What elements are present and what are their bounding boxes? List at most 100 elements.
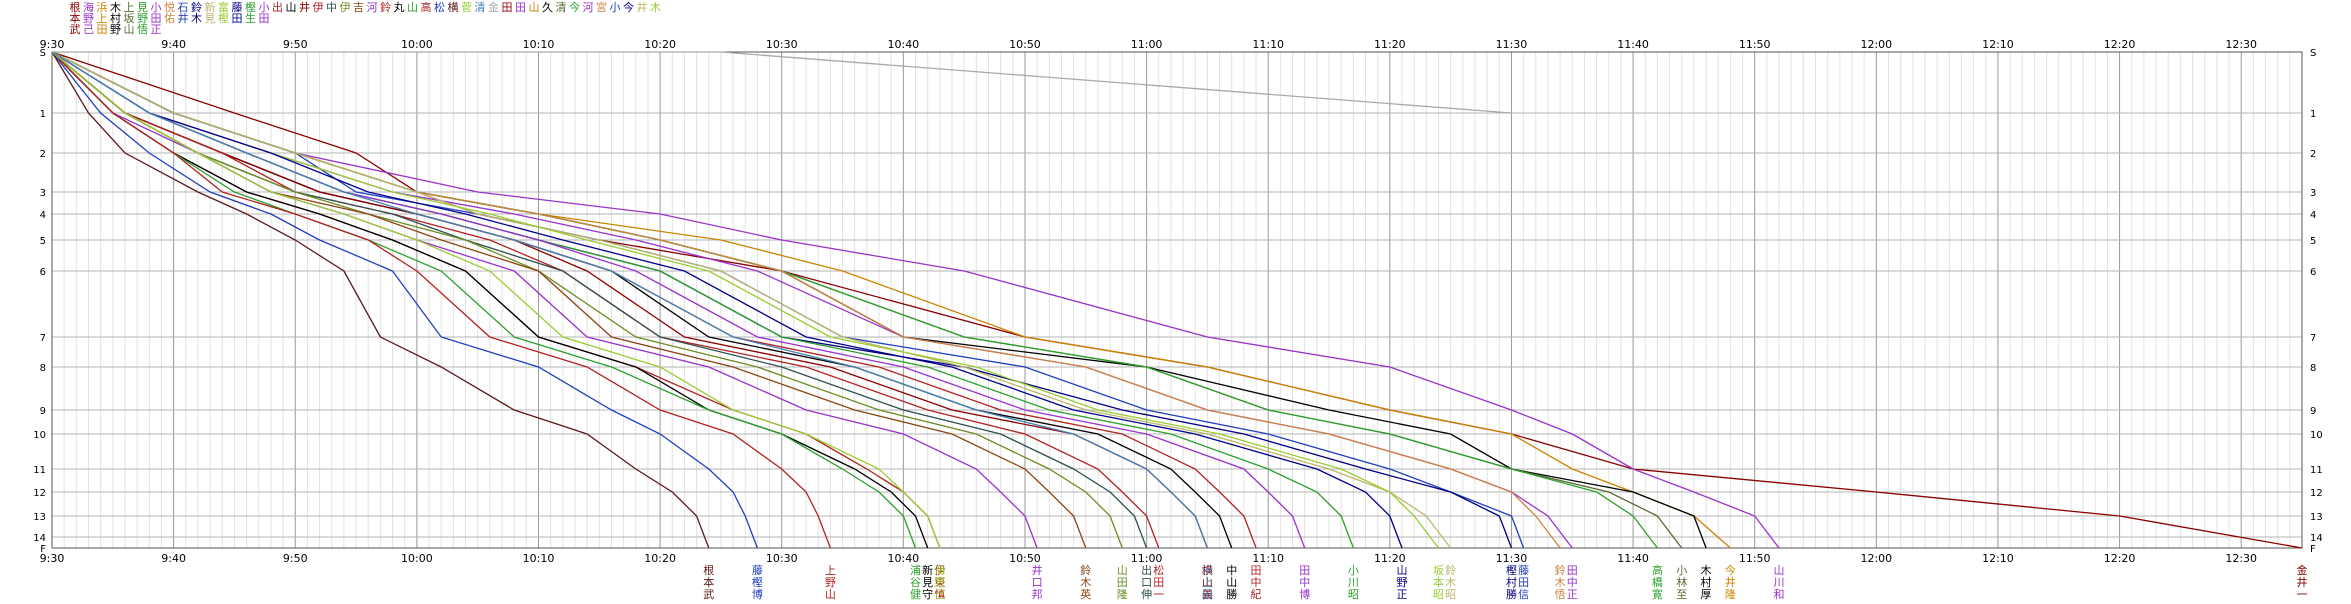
runner-name-label: 武 [703, 588, 714, 600]
top-name-label: 横 [448, 0, 459, 14]
runner-name-label: 本 [703, 575, 714, 589]
top-name-label: 本 [70, 11, 81, 25]
runner-name-label: 木 [1555, 576, 1566, 589]
top-name-label: 生 [245, 11, 256, 25]
top-name-label: 悟 [137, 22, 148, 36]
checkpoint-label-right: 1 [2310, 109, 2316, 120]
runner-name-label: 至 [1676, 588, 1687, 600]
top-name-label: 藤 [232, 1, 243, 14]
series-line-16 [51, 51, 1233, 549]
checkpoint-label-left: 14 [33, 533, 46, 544]
series-line-25 [51, 51, 917, 549]
top-name-label: 浜 [97, 1, 108, 14]
x-tick-top: 10:20 [644, 38, 676, 51]
checkpoint-label-left: 2 [40, 149, 46, 160]
runner-name-label: 木 [1445, 576, 1456, 589]
runner-name-label: 隆 [1725, 587, 1736, 600]
runner-name-label: 村 [1701, 575, 1712, 589]
series-line-26 [51, 51, 832, 549]
top-name-label: 己 [83, 23, 94, 36]
top-name-label: 見 [137, 1, 148, 14]
runner-name-label: 本 [1433, 575, 1444, 589]
top-name-label: 伊 [340, 1, 351, 14]
checkpoint-label-left: 5 [40, 236, 46, 247]
checkpoint-label-left: 8 [40, 363, 46, 374]
runner-name-label: 海 [934, 563, 945, 577]
runner-name-label: 口 [1032, 576, 1043, 589]
x-tick-top: 9:40 [161, 38, 186, 51]
top-name-label: 小 [151, 1, 162, 14]
runner-name-label: 口 [1141, 576, 1152, 589]
runner-name-label: 厚 [1701, 588, 1712, 600]
runner-name-label: 樫 [1506, 563, 1517, 577]
runner-name-label: 中 [1226, 564, 1237, 577]
runner-name-label: 博 [752, 588, 763, 600]
runner-name-label: 野 [1397, 576, 1408, 589]
runner-name-label: 山 [1202, 576, 1213, 589]
top-name-label: 金 [488, 0, 499, 14]
x-tick-top: 10:40 [887, 38, 919, 51]
top-name-label: 今 [569, 0, 580, 14]
grid [51, 51, 2303, 549]
top-name-label: 鈴 [380, 0, 391, 14]
x-tick-bottom: 12:20 [2104, 552, 2136, 565]
top-name-label: 野 [137, 12, 148, 25]
runner-name-label: 山 [825, 588, 836, 600]
runner-name-label: 田 [1202, 588, 1213, 600]
checkpoint-label-right: 8 [2310, 363, 2316, 374]
x-tick-bottom: 12:10 [1982, 552, 2014, 565]
top-name-label: 清 [475, 1, 486, 14]
checkpoint-label-left: F [40, 544, 46, 555]
runner-name-label: 山 [1774, 564, 1785, 577]
runner-name-label: 山 [1117, 564, 1128, 577]
runner-name-label: 山 [1397, 564, 1408, 577]
runner-name-label: 野 [825, 576, 836, 589]
runner-name-label: 鈴 [1445, 563, 1456, 577]
x-tick-top: 11:10 [1252, 38, 1284, 51]
runner-name-label: 藤 [752, 564, 763, 577]
runner-name-label: 昭 [1445, 588, 1456, 600]
runner-name-label: 川 [1774, 576, 1785, 589]
checkpoint-label-left: 3 [40, 188, 46, 199]
top-name-label: 上 [124, 1, 135, 14]
checkpoint-label-left: 12 [33, 488, 46, 499]
x-tick-top: 12:20 [2104, 38, 2136, 51]
checkpoint-label-left: S [40, 48, 46, 59]
runner-name-label: 井 [2297, 575, 2308, 589]
runner-name-label: 田 [1251, 564, 1262, 577]
runner-name-label: 鈴 [1080, 563, 1091, 577]
checkpoint-label-right: 7 [2310, 333, 2316, 344]
series-line-13 [51, 51, 1355, 549]
series-line-6 [51, 51, 1573, 549]
x-tick-bottom: 11:30 [1496, 552, 1528, 565]
runner-name-label: 悟 [1555, 587, 1566, 600]
top-name-label: 正 [151, 23, 162, 36]
runner-name-label: 慎 [934, 587, 945, 600]
top-name-label: 野 [83, 12, 94, 25]
top-name-label: 武 [70, 23, 81, 36]
runner-name-label: 伸 [1141, 588, 1152, 600]
x-tick-bottom: 11:40 [1617, 552, 1649, 565]
series-line-21 [51, 51, 1087, 549]
x-tick-top: 9:50 [283, 38, 308, 51]
top-name-label: 田 [151, 12, 162, 25]
runner-name-label: 昭 [1433, 588, 1444, 600]
top-name-label: 樫 [245, 0, 256, 14]
runner-name-label: 田 [1153, 576, 1164, 589]
top-name-label: 村 [110, 11, 121, 25]
runner-name-label: 野 [934, 576, 945, 589]
runner-name-label: 上 [1202, 576, 1213, 589]
checkpoint-label-right: 9 [2310, 406, 2316, 417]
top-name-label: 富 [218, 0, 229, 14]
x-tick-top: 10:50 [1009, 38, 1041, 51]
top-name-label: 中 [326, 1, 337, 14]
x-tick-bottom: 9:30 [40, 552, 65, 565]
x-tick-bottom: 10:50 [1009, 552, 1041, 565]
runner-name-label: 浦 [910, 564, 921, 577]
top-name-label: 木 [110, 1, 121, 14]
runner-name-label: 健 [910, 588, 921, 600]
top-name-label: 吉 [353, 1, 364, 14]
series-line-29 [51, 51, 941, 549]
